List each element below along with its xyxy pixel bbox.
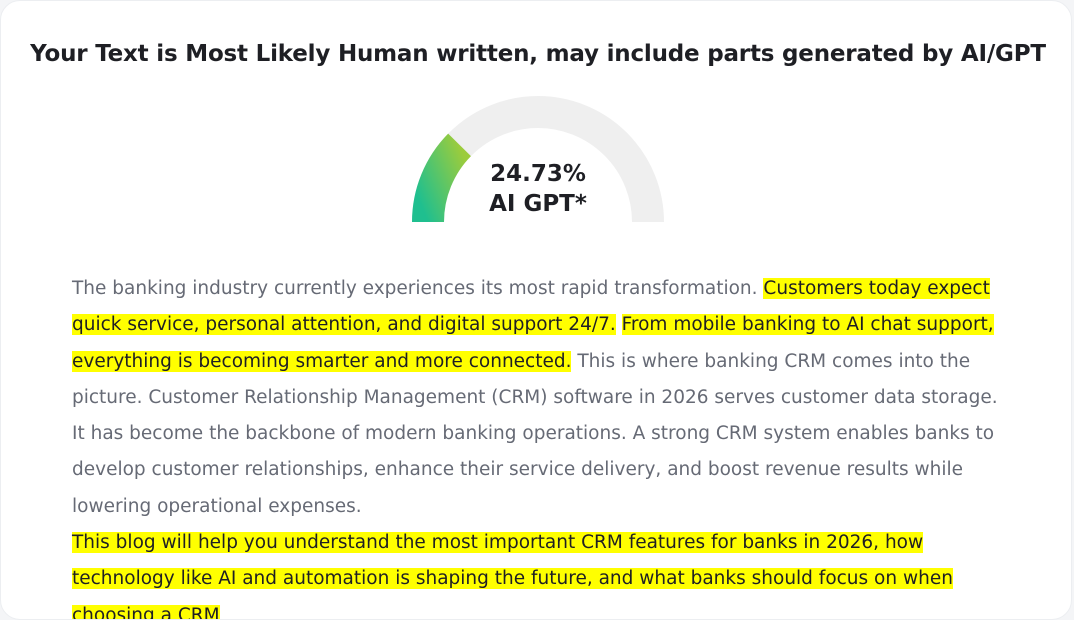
text-segment	[616, 314, 622, 335]
analyzed-text: The banking industry currently experienc…	[72, 271, 1012, 619]
ai-score-percent: 24.73%	[490, 161, 586, 187]
ai-score-label: AI GPT*	[489, 191, 587, 217]
text-segment: This is where banking CRM comes into the…	[72, 350, 998, 517]
ai-highlighted-segment: This blog will help you understand the m…	[72, 532, 953, 619]
result-headline: Your Text is Most Likely Human written, …	[30, 41, 1046, 67]
text-paragraph: This blog will help you understand the m…	[72, 525, 1012, 619]
gauge-fill	[412, 133, 472, 222]
ai-score-gauge: 24.73% AI GPT*	[412, 94, 664, 222]
gauge-arc	[412, 96, 664, 222]
text-paragraph: The banking industry currently experienc…	[72, 271, 1012, 525]
text-segment: The banking industry currently experienc…	[72, 278, 764, 299]
